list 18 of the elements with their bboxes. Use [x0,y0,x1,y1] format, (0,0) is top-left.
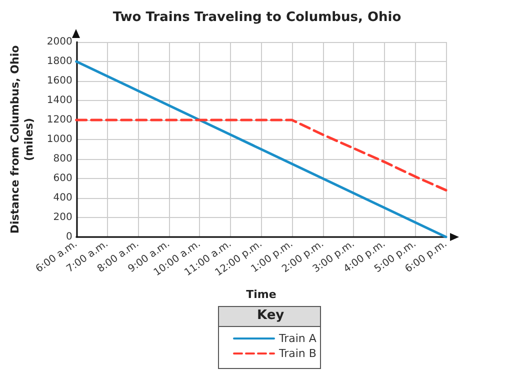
y-tick-label: 400 [53,192,72,204]
y-tick-label: 1600 [46,76,72,86]
line-series [75,118,448,192]
y-axis-title: Distance from Columbus, Ohio (miles) [8,44,36,234]
chart-title: Two Trains Traveling to Columbus, Ohio [112,10,402,25]
y-tick-label: 1200 [46,114,72,126]
y-tick-label: 800 [53,154,72,164]
x-axis-title: Time [246,288,276,301]
legend-label: Train A [278,332,317,345]
y-tick-label: 200 [53,212,72,223]
legend-title: Key [257,308,285,323]
y-tick-label: 1800 [46,56,72,67]
y-tick-label: 1400 [46,95,72,106]
y-tick-label: 0 [66,232,72,242]
y-tick-label: 600 [53,173,72,184]
y-tick-label: 2000 [46,36,72,48]
y-tick-label: 1000 [46,134,72,145]
legend-label: Train B [278,347,316,360]
